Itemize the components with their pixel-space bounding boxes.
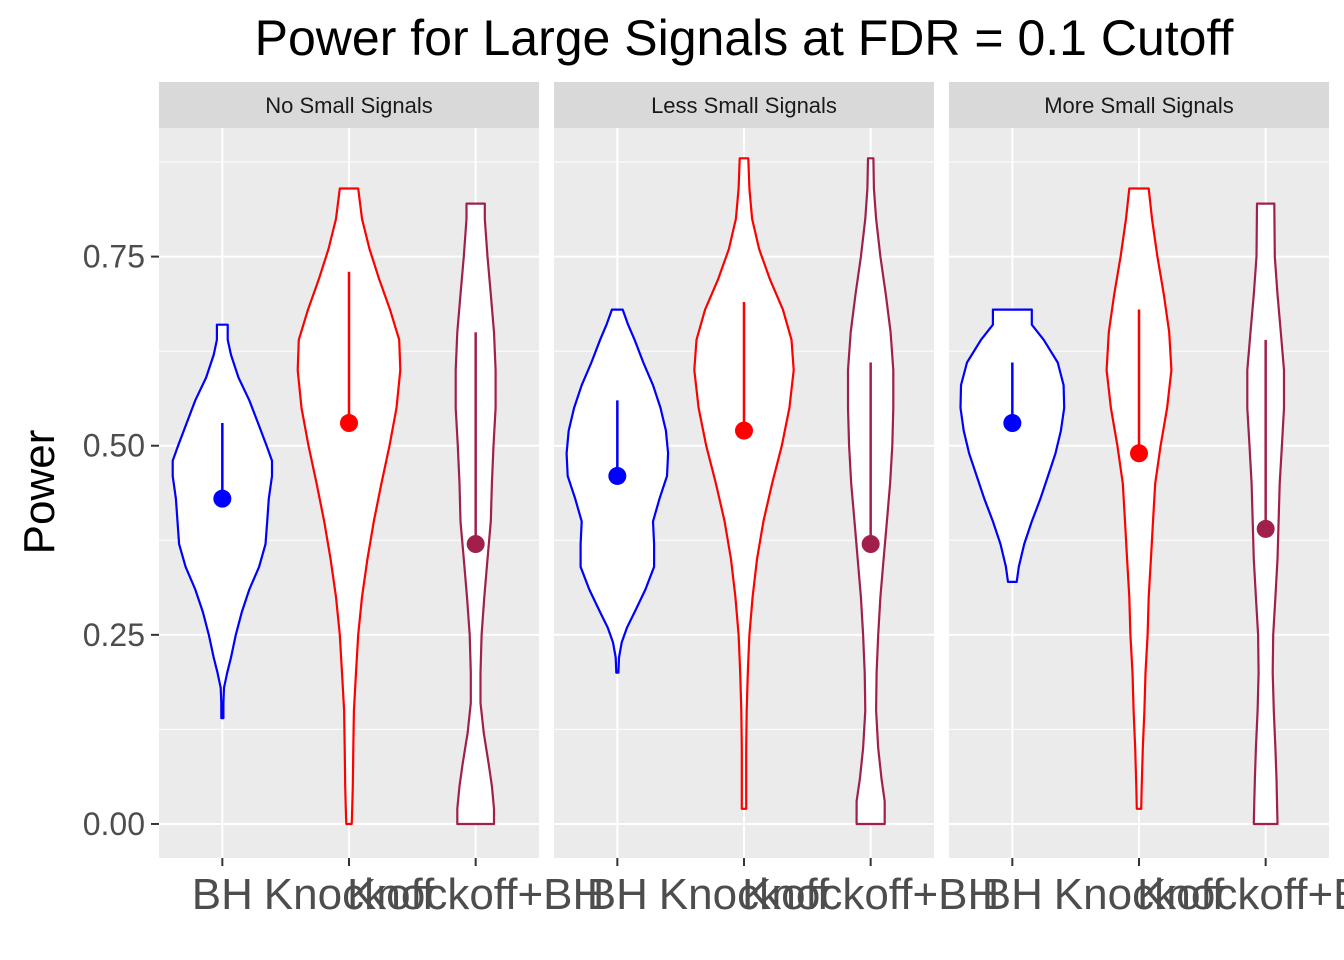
y-tick-label: 0.00 bbox=[83, 806, 145, 842]
x-tick-label: Knockoff+BH bbox=[742, 870, 999, 919]
x-tick-label: Knockoff bbox=[264, 870, 435, 919]
violin-bh bbox=[565, 308, 670, 674]
violin-knockoff bbox=[1105, 187, 1173, 810]
x-tick-label: BH bbox=[587, 870, 648, 919]
median-point bbox=[1130, 444, 1148, 463]
facet-strip bbox=[949, 82, 1329, 128]
median-point bbox=[861, 535, 880, 554]
y-tick-label: 0.75 bbox=[83, 239, 145, 275]
facet-strip-label: No Small Signals bbox=[265, 93, 433, 118]
violin-knockoff bbox=[296, 187, 402, 826]
facet-strip-label: More Small Signals bbox=[1044, 93, 1234, 118]
facet-strip-label: Less Small Signals bbox=[651, 93, 837, 118]
x-tick-label: Knockoff bbox=[659, 870, 830, 919]
facet-strip bbox=[159, 82, 539, 128]
x-tick-label: Knockoff+BH bbox=[347, 870, 604, 919]
violin-bh bbox=[959, 308, 1066, 583]
y-axis-label: Power bbox=[15, 430, 64, 555]
violin-knockoff bbox=[693, 157, 795, 810]
median-point bbox=[466, 535, 485, 554]
chart-title: Power for Large Signals at FDR = 0.1 Cut… bbox=[255, 10, 1234, 66]
median-point bbox=[1256, 519, 1275, 538]
x-tick-label: BH bbox=[982, 870, 1043, 919]
median-point bbox=[1003, 414, 1022, 433]
facet-strip bbox=[554, 82, 934, 128]
median-point bbox=[608, 466, 627, 485]
x-tick-label: Knockoff bbox=[1054, 870, 1225, 919]
median-point bbox=[213, 489, 232, 508]
median-point bbox=[735, 421, 753, 440]
y-axis: 0.00 0.25 0.50 0.75 bbox=[83, 239, 159, 842]
median-point bbox=[340, 414, 358, 433]
y-tick-label: 0.25 bbox=[83, 617, 145, 653]
violin-bh bbox=[171, 323, 274, 720]
x-tick-label: Knockoff+BH bbox=[1137, 870, 1344, 919]
x-tick-label: BH bbox=[192, 870, 253, 919]
y-tick-label: 0.50 bbox=[83, 428, 145, 464]
